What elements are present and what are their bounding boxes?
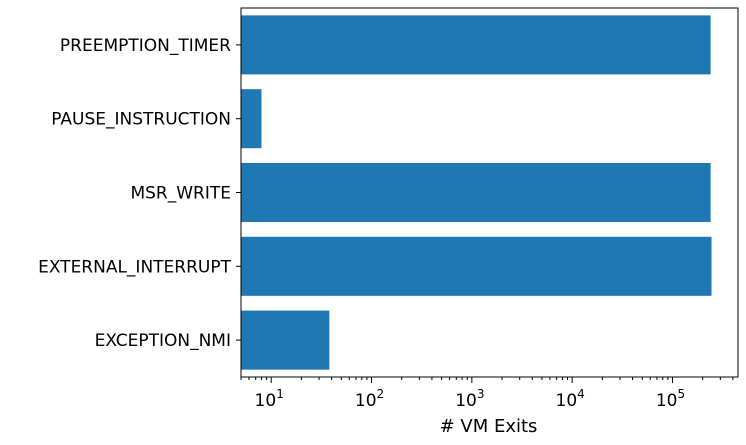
x-tick-base: 10 — [656, 391, 678, 411]
x-tick-base: 10 — [455, 391, 477, 411]
bar-preemption-timer — [241, 15, 711, 75]
bars-group — [241, 15, 712, 370]
x-ticks: 101 102 103 104 105 — [240, 377, 734, 411]
category-label: PREEMPTION_TIMER — [60, 36, 231, 56]
x-tick-label: 104 — [556, 387, 585, 411]
x-tick-base: 10 — [255, 391, 277, 411]
x-tick-base: 10 — [355, 391, 377, 411]
category-labels: EXCEPTION_NMI EXTERNAL_INTERRUPT MSR_WRITE… — [38, 36, 241, 351]
category-label: EXTERNAL_INTERRUPT — [38, 257, 232, 277]
category-label: MSR_WRITE — [130, 184, 231, 204]
bar-msr-write — [241, 162, 711, 223]
x-tick-exponent: 2 — [377, 387, 385, 401]
x-tick-label: 105 — [656, 387, 685, 411]
x-tick-exponent: 1 — [276, 387, 284, 401]
x-axis-label: # VM Exits — [440, 416, 538, 437]
category-label: PAUSE_INSTRUCTION — [51, 110, 231, 130]
x-tick-label: 103 — [455, 387, 484, 411]
bar-external-interrupt — [241, 236, 712, 296]
bar-pause-instruction — [241, 89, 262, 149]
x-tick-label: 101 — [255, 387, 284, 411]
x-tick-exponent: 3 — [477, 387, 485, 401]
x-tick-base: 10 — [556, 391, 578, 411]
plot-frame — [240, 7, 739, 378]
x-tick-exponent: 5 — [677, 387, 685, 401]
x-tick-label: 102 — [355, 387, 384, 411]
category-label: EXCEPTION_NMI — [95, 331, 231, 351]
bar-exception-nmi — [241, 310, 330, 370]
x-tick-exponent: 4 — [577, 387, 585, 401]
